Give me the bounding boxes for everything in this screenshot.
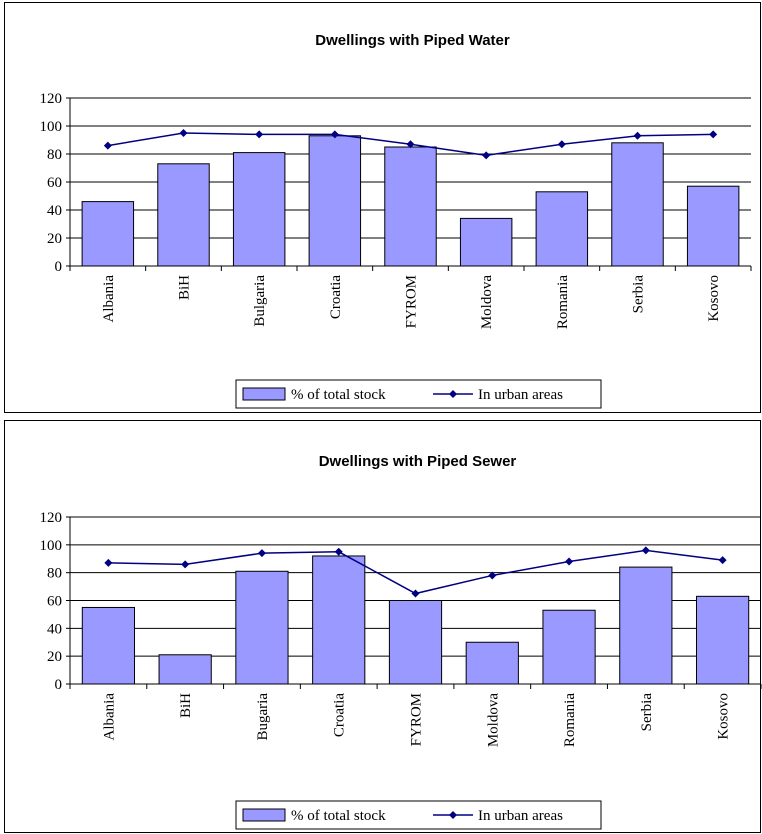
category-label: Albania [101, 275, 117, 323]
line-point [103, 141, 112, 150]
bar [696, 595, 750, 685]
bar [312, 555, 366, 685]
legend: % of total stock In urban areas [235, 800, 602, 830]
category-label: FYROM [409, 693, 425, 746]
chart-svg: Dwellings with Piped Sewer 0 20 40 60 80 100 12… [40, 453, 762, 830]
bar [81, 201, 135, 267]
bar [459, 217, 513, 267]
line-point [406, 140, 415, 149]
y-tick-label: 120 [40, 91, 63, 107]
bar [158, 654, 212, 685]
bar [81, 606, 135, 685]
bar [384, 146, 437, 267]
bar [619, 566, 673, 685]
chart-piped-sewer: Dwellings with Piped Sewer 0 20 40 60 80 100 12… [4, 420, 762, 833]
bar [308, 135, 362, 267]
y-tick-label: 100 [40, 119, 63, 135]
category-label: Kosovo [706, 275, 722, 322]
y-tick-label: 40 [47, 621, 62, 637]
bar [388, 600, 443, 685]
category-label: Croatia [328, 275, 344, 319]
line-point [482, 151, 491, 160]
line-point [257, 549, 266, 558]
y-tick-label: 40 [47, 203, 62, 219]
line-point [709, 130, 718, 139]
line-point [411, 589, 420, 598]
line-point [633, 131, 642, 140]
y-tick-label: 20 [47, 649, 62, 665]
category-label: Bugaria [255, 693, 271, 741]
category-label: Albania [101, 693, 117, 741]
legend-box [235, 800, 602, 830]
category-label: Bulgaria [252, 275, 268, 327]
y-tick-label: 100 [40, 538, 63, 554]
y-tick-label: 60 [47, 175, 62, 191]
category-label: Serbia [639, 693, 655, 732]
legend-label-bar: % of total stock [291, 387, 386, 403]
legend-swatch-marker [449, 811, 457, 819]
bar [235, 570, 289, 685]
line-point [718, 556, 727, 565]
legend-label-line: In urban areas [478, 808, 563, 824]
category-label: Croatia [332, 693, 348, 737]
legend-box [235, 379, 602, 409]
line-point [565, 557, 574, 566]
legend-swatch-marker [449, 390, 457, 398]
bar [232, 152, 286, 267]
legend-label-bar: % of total stock [291, 808, 386, 824]
chart-piped-water: Dwellings with Piped Water 0 20 40 60 80 100 12… [4, 2, 761, 413]
bar [535, 191, 589, 267]
category-label: BiH [178, 693, 194, 718]
category-label: Moldova [479, 275, 495, 330]
line-point [330, 130, 339, 139]
category-label: BiH [177, 275, 193, 300]
y-tick-label: 60 [47, 594, 62, 610]
line-point [334, 547, 343, 556]
y-tick-label: 80 [47, 147, 62, 163]
legend: % of total stock In urban areas [235, 379, 602, 409]
chart-title: Dwellings with Piped Water [315, 32, 510, 49]
category-label: Romania [562, 693, 578, 747]
y-tick-label: 120 [40, 510, 63, 526]
line-point [179, 129, 188, 137]
legend-swatch-bar [242, 808, 286, 822]
category-label: FYROM [404, 275, 420, 328]
category-label: Romania [555, 275, 571, 329]
category-label: Moldova [485, 693, 501, 748]
chart-svg: Dwellings with Piped Water 0 20 40 60 80 100 12… [40, 32, 752, 409]
line-point [255, 130, 264, 139]
bar [157, 163, 210, 267]
line-point [641, 546, 650, 555]
bar [611, 142, 664, 267]
category-label: Kosovo [716, 693, 732, 740]
bar [686, 185, 740, 267]
line-point [557, 140, 566, 149]
y-tick-label: 80 [47, 566, 62, 582]
y-tick-label: 0 [55, 677, 63, 693]
category-label: Serbia [631, 275, 647, 314]
y-tick-label: 0 [55, 259, 63, 275]
line-point [488, 571, 497, 580]
line-point [181, 560, 190, 569]
y-tick-label: 20 [47, 231, 62, 247]
legend-label-line: In urban areas [478, 387, 563, 403]
bar [542, 609, 596, 685]
line-point [104, 558, 113, 567]
bar [465, 641, 519, 685]
legend-swatch-bar [242, 387, 286, 401]
chart-title: Dwellings with Piped Sewer [319, 453, 517, 470]
